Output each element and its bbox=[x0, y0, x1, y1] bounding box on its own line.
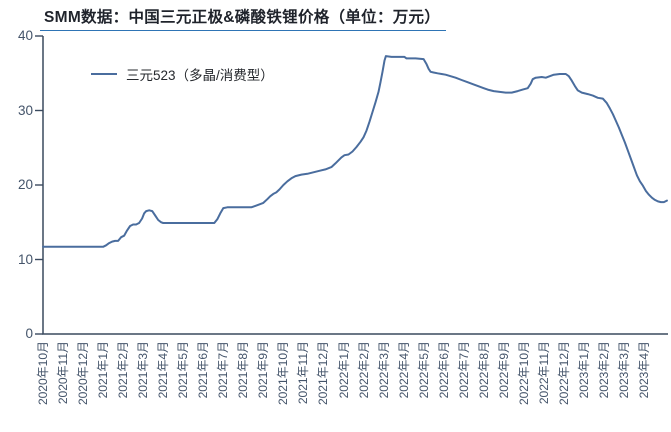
x-tick-label: 2021年5月 bbox=[176, 341, 191, 399]
x-tick-label: 2021年7月 bbox=[216, 341, 231, 399]
x-tick-label: 2022年7月 bbox=[456, 341, 471, 399]
x-tick-label: 2023年2月 bbox=[596, 341, 611, 399]
x-tick-label: 2022年10月 bbox=[516, 341, 531, 406]
y-tick-label: 0 bbox=[25, 326, 33, 341]
x-tick-label: 2022年1月 bbox=[336, 341, 351, 399]
legend-label: 三元523（多晶/消费型） bbox=[126, 68, 274, 83]
x-tick-label: 2022年2月 bbox=[356, 341, 371, 399]
x-tick-label: 2021年2月 bbox=[116, 341, 131, 399]
x-tick-label: 2022年8月 bbox=[476, 341, 491, 399]
x-tick-label: 2021年4月 bbox=[156, 341, 171, 399]
x-tick-label: 2021年6月 bbox=[196, 341, 211, 399]
y-tick-label: 20 bbox=[17, 177, 33, 192]
x-tick-label: 2021年3月 bbox=[136, 341, 151, 399]
legend: 三元523（多晶/消费型） bbox=[91, 64, 274, 84]
x-tick-label: 2021年8月 bbox=[236, 341, 251, 399]
chart-title-underline: SMM数据：中国三元正极&磷酸铁锂价格（单位：万元） bbox=[40, 5, 447, 31]
y-tick-label: 10 bbox=[17, 251, 33, 267]
x-tick-label: 2022年3月 bbox=[376, 341, 391, 399]
x-tick-label: 2020年12月 bbox=[76, 341, 91, 406]
legend-line-swatch bbox=[91, 72, 117, 76]
x-tick-label: 2023年4月 bbox=[636, 341, 651, 399]
x-tick-label: 2021年12月 bbox=[316, 341, 331, 406]
x-tick-label: 2020年11月 bbox=[56, 341, 70, 405]
x-tick-label: 2022年11月 bbox=[536, 341, 551, 405]
x-tick-label: 2021年1月 bbox=[96, 341, 111, 399]
x-tick-label: 2023年1月 bbox=[576, 341, 591, 399]
price-line-series bbox=[42, 55, 668, 248]
y-tick-label: 40 bbox=[17, 28, 33, 43]
x-tick-label: 2022年6月 bbox=[436, 341, 451, 399]
chart-title: SMM数据：中国三元正极&磷酸铁锂价格（单位：万元） bbox=[44, 9, 441, 26]
x-tick-label: 2022年5月 bbox=[416, 341, 431, 399]
x-tick-label: 2020年10月 bbox=[36, 341, 50, 406]
x-tick-label: 2023年3月 bbox=[616, 341, 631, 399]
x-tick-label: 2021年10月 bbox=[276, 341, 291, 406]
x-tick-label: 2022年4月 bbox=[396, 341, 411, 399]
y-tick-label: 30 bbox=[17, 102, 33, 118]
x-tick-label: 2022年9月 bbox=[496, 341, 511, 399]
x-tick-label: 2022年12月 bbox=[556, 341, 571, 406]
x-tick-label: 2021年9月 bbox=[256, 341, 271, 399]
x-tick-label: 2021年11月 bbox=[296, 341, 311, 405]
